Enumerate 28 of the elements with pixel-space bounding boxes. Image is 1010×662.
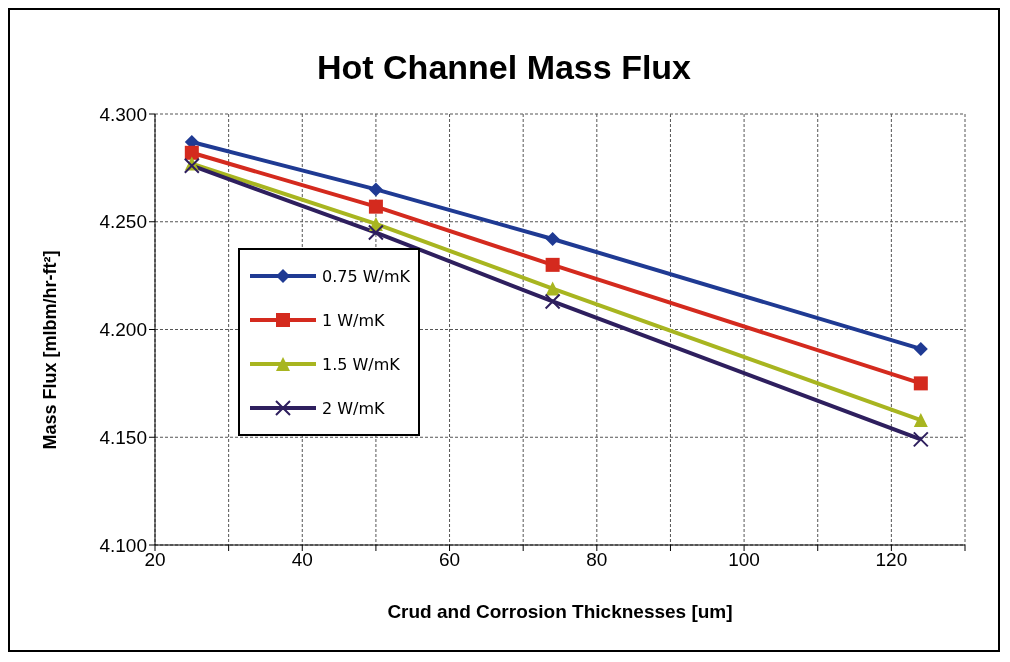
point xyxy=(545,231,560,246)
x-tick-label: 80 xyxy=(586,549,608,571)
point xyxy=(184,145,199,160)
point xyxy=(545,257,560,272)
y-tick-label: 4.300 xyxy=(99,103,147,125)
x-axis-title: Crud and Corrosion Thicknesses [um] xyxy=(387,601,733,622)
y-tick-label: 4.250 xyxy=(99,211,147,233)
legend-label: 1 W/mK xyxy=(322,310,385,330)
legend-label: 2 W/mK xyxy=(322,398,385,418)
x-tick-label: 120 xyxy=(875,549,908,571)
point xyxy=(913,341,928,356)
point xyxy=(368,199,383,214)
x-tick-label: 60 xyxy=(438,549,461,571)
point xyxy=(912,431,929,448)
chart-title: Hot Channel Mass Flux xyxy=(315,48,693,87)
legend-label: 1.5 W/mK xyxy=(322,354,400,374)
point xyxy=(913,376,928,391)
point xyxy=(545,281,560,296)
point xyxy=(368,182,383,197)
point xyxy=(913,413,928,428)
legend-label: 0.75 W/mK xyxy=(322,266,410,286)
x-tick-label: 40 xyxy=(291,549,313,571)
y-tick-label: 4.150 xyxy=(99,426,147,448)
x-tick-label: 100 xyxy=(728,549,760,571)
y-axis-title: Mass Flux [mlbm/hr-ft²] xyxy=(40,250,61,450)
y-tick-label: 4.200 xyxy=(99,319,147,341)
point xyxy=(544,293,561,310)
point xyxy=(367,224,384,241)
